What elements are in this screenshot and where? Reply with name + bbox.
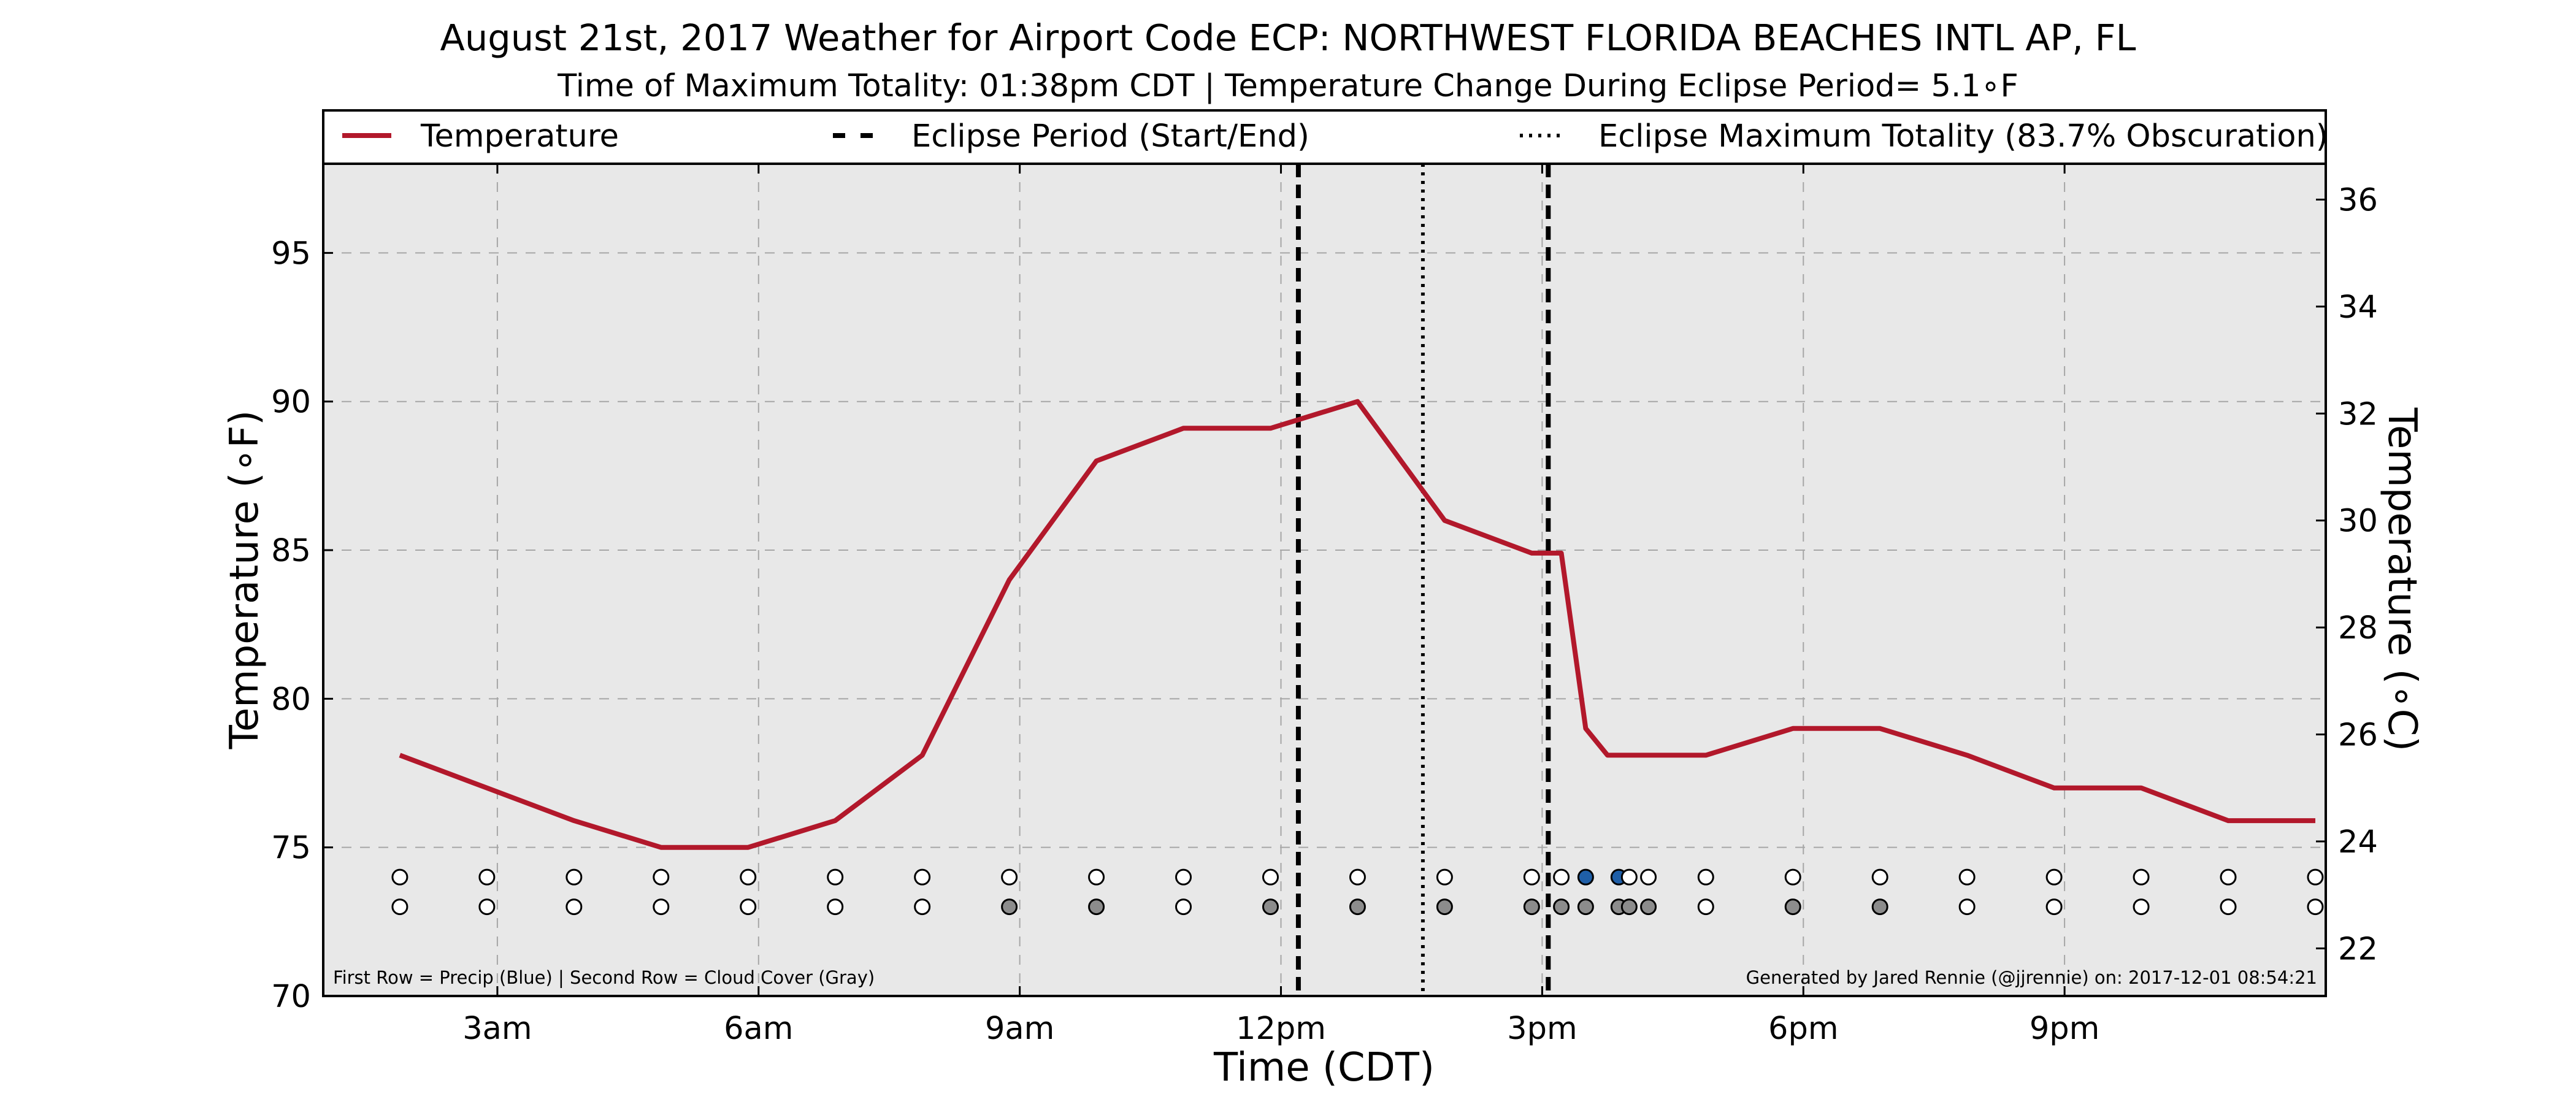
cloud-marker — [1175, 898, 1192, 916]
precip-marker — [1784, 868, 1801, 886]
chart-title: August 21st, 2017 Weather for Airport Co… — [440, 17, 2136, 59]
precip-marker — [2133, 868, 2150, 886]
precip-marker — [565, 868, 583, 886]
y-tick-label-right: 34 — [2338, 289, 2378, 326]
cloud-marker — [565, 898, 583, 916]
precip-marker — [653, 868, 670, 886]
cloud-marker — [1436, 898, 1453, 916]
y-tick-label-right: 24 — [2338, 824, 2378, 860]
series-line-temperature — [399, 399, 2315, 850]
observation-rows — [391, 868, 2324, 916]
precip-marker — [2307, 868, 2324, 886]
cloud-marker — [1697, 898, 1714, 916]
y-axis-label-left: Temperature (∘F) — [222, 410, 267, 750]
cloud-marker — [1553, 898, 1570, 916]
cloud-marker — [2133, 898, 2150, 916]
cloud-marker — [2307, 898, 2324, 916]
precip-marker — [1620, 868, 1638, 886]
cloud-marker — [1349, 898, 1366, 916]
precip-marker — [1958, 868, 1976, 886]
cloud-marker — [2220, 898, 2237, 916]
precip-marker — [391, 868, 408, 886]
cloud-marker — [1958, 898, 1976, 916]
note-bottom-left: First Row = Precip (Blue) | Second Row =… — [333, 967, 875, 988]
precip-marker — [827, 868, 844, 886]
series — [399, 399, 2315, 850]
cloud-marker — [391, 898, 408, 916]
cloud-marker — [478, 898, 496, 916]
cloud-marker — [1262, 898, 1279, 916]
precip-marker — [478, 868, 496, 886]
x-tick-label: 9am — [985, 1011, 1054, 1047]
cloud-marker — [1620, 898, 1638, 916]
y-tick-label-right: 22 — [2338, 931, 2378, 967]
cloud-marker — [827, 898, 844, 916]
precip-marker — [740, 868, 757, 886]
precip-marker — [1553, 868, 1570, 886]
legend: Temperature Eclipse Period (Start/End) E… — [322, 109, 2328, 165]
y-tick-label-left: 90 — [271, 385, 311, 421]
precip-marker — [914, 868, 931, 886]
x-tick-label: 6am — [724, 1011, 793, 1047]
precip-marker — [1088, 868, 1105, 886]
y-tick-label-left: 75 — [271, 830, 311, 867]
precip-marker — [1871, 868, 1888, 886]
precip-marker — [1577, 868, 1594, 886]
y-axis-label-right: Temperature (∘C) — [2379, 407, 2425, 751]
x-tick-label: 3am — [462, 1011, 532, 1047]
cloud-marker — [1784, 898, 1801, 916]
precip-marker — [1640, 868, 1657, 886]
cloud-marker — [1523, 898, 1540, 916]
cloud-marker — [2045, 898, 2063, 916]
cloud-marker — [914, 898, 931, 916]
legend-label-eclipse-period: Eclipse Period (Start/End) — [911, 118, 1309, 155]
cloud-marker — [1001, 898, 1018, 916]
legend-label-eclipse-max: Eclipse Maximum Totality (83.7% Obscurat… — [1598, 118, 2328, 155]
y-tick-label-left: 95 — [271, 236, 311, 272]
x-tick-label: 12pm — [1236, 1011, 1326, 1047]
y-tick-label-right: 26 — [2338, 718, 2378, 754]
y-tick-label-left: 70 — [271, 979, 311, 1015]
cloud-marker — [1088, 898, 1105, 916]
precip-marker — [1175, 868, 1192, 886]
y-tick-label-left: 85 — [271, 533, 311, 569]
x-tick-label: 9pm — [2030, 1011, 2100, 1047]
eclipse-lines — [1295, 164, 1551, 996]
y-tick-label-right: 30 — [2338, 504, 2378, 540]
precip-marker — [2220, 868, 2237, 886]
cloud-marker — [740, 898, 757, 916]
x-tick-label: 3pm — [1507, 1011, 1577, 1047]
y-tick-label-right: 36 — [2338, 182, 2378, 218]
cloud-marker — [1871, 898, 1888, 916]
precip-marker — [1436, 868, 1453, 886]
precip-marker — [1262, 868, 1279, 886]
y-tick-label-right: 28 — [2338, 610, 2378, 646]
axes: 3am 6am 9am 12pm 3pm 6pm 9pm 70 75 80 85 90 95 22 24 26… — [271, 164, 2378, 1047]
precip-marker — [1523, 868, 1540, 886]
chart-subtitle: Time of Maximum Totality: 01:38pm CDT | … — [557, 68, 2018, 104]
legend-label-temperature: Temperature — [420, 118, 619, 155]
y-tick-label-right: 32 — [2338, 396, 2378, 432]
precip-marker — [2045, 868, 2063, 886]
x-axis-label: Time (CDT) — [1213, 1045, 1435, 1090]
x-tick-label: 6pm — [1768, 1011, 1839, 1047]
precip-marker — [1001, 868, 1018, 886]
precip-marker — [1697, 868, 1714, 886]
plot-area — [323, 164, 2326, 996]
cloud-marker — [653, 898, 670, 916]
cloud-marker — [1577, 898, 1594, 916]
cloud-marker — [1640, 898, 1657, 916]
precip-marker — [1349, 868, 1366, 886]
note-bottom-right: Generated by Jared Rennie (@jjrennie) on… — [1746, 967, 2317, 988]
legend-box — [322, 109, 2327, 165]
y-tick-label-left: 80 — [271, 681, 311, 718]
